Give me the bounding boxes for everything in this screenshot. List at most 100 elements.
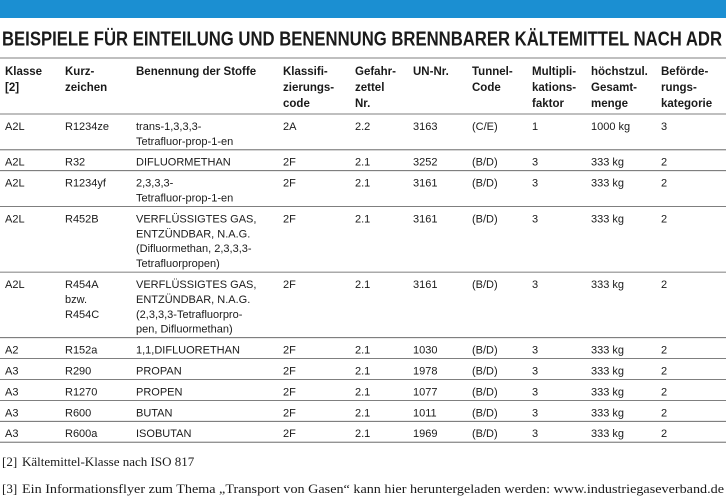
header-cell: Tunnel- [472, 66, 513, 78]
table-cell: R600 [65, 407, 91, 419]
table-cell: 2F [283, 428, 296, 440]
table-cell: (B/D) [472, 428, 498, 440]
table-cell: 2 [661, 178, 667, 190]
footnote-label: [3] [2, 481, 17, 496]
table-cell: R290 [65, 366, 91, 378]
table-cell: 3252 [413, 157, 437, 169]
footnote-text: Ein Informationsflyer zum Thema „Transpo… [22, 481, 724, 496]
header-cell: rungs- [661, 82, 697, 94]
header-cell: Gefahr- [355, 66, 396, 78]
header-cell: UN-Nr. [413, 66, 449, 78]
table-cell: DIFLUORMETHAN [136, 157, 231, 169]
table-cell: 1 [532, 121, 538, 133]
table-cell: (B/D) [472, 386, 498, 398]
table-cell: 1,1,DIFLUORETHAN [136, 345, 240, 357]
title: BEISPIELE FÜR EINTEILUNG UND BENENNUNG B… [2, 27, 722, 50]
table-cell: 3163 [413, 121, 437, 133]
table-cell: 333 kg [591, 157, 624, 169]
table-cell: 2.1 [355, 157, 370, 169]
table-cell: 333 kg [591, 213, 624, 225]
table-cell: Tetrafluor-prop-1-en [136, 136, 233, 148]
table-cell: bzw. [65, 294, 87, 306]
table-cell: A2L [5, 121, 25, 133]
table-cell: 1011 [413, 407, 437, 419]
header-cell: Gesamt- [591, 82, 637, 94]
table-cell: R454A [65, 279, 99, 291]
table-cell: 2A [283, 121, 297, 133]
header-cell: menge [591, 98, 628, 110]
table-cell: PROPEN [136, 386, 183, 398]
table-cell: R1234yf [65, 178, 107, 190]
table-cell: 2.1 [355, 178, 370, 190]
table-cell: 3 [532, 366, 538, 378]
table-cell: 2 [661, 345, 667, 357]
table-cell: 3 [532, 407, 538, 419]
table-cell: 2 [661, 213, 667, 225]
table-cell: 2F [283, 279, 296, 291]
table-cell: 2 [661, 386, 667, 398]
table-cell: 3 [532, 428, 538, 440]
table-cell: R32 [65, 157, 85, 169]
table-cell: (B/D) [472, 279, 498, 291]
header-cell: Multipli- [532, 66, 576, 78]
header-cell: kations- [532, 82, 576, 94]
table-cell: 333 kg [591, 366, 624, 378]
header-cell: zierungs- [283, 82, 334, 94]
table-cell: (B/D) [472, 366, 498, 378]
table-cell: 2 [661, 366, 667, 378]
header-cell: Beförde- [661, 66, 708, 78]
table-cell: 3 [532, 386, 538, 398]
table-cell: 2.2 [355, 121, 370, 133]
table-cell: 2 [661, 157, 667, 169]
header-cell: Code [472, 82, 501, 94]
table-cell: 2F [283, 386, 296, 398]
table-cell: trans-1,3,3,3- [136, 121, 202, 133]
table-cell: R452B [65, 213, 99, 225]
table-cell: A3 [5, 428, 18, 440]
header-cell: kategorie [661, 98, 712, 110]
table-cell: 3 [532, 345, 538, 357]
table-cell: 2 [661, 428, 667, 440]
table-cell: 3161 [413, 178, 437, 190]
table-cell: R454C [65, 309, 99, 321]
table-cell: (C/E) [472, 121, 498, 133]
table-cell: 3 [532, 157, 538, 169]
footnote-text: Kältemittel-Klasse nach ISO 817 [22, 454, 195, 469]
header-cell: faktor [532, 98, 564, 110]
table-cell: (2,3,3,3-Tetrafluorpro- [136, 309, 243, 321]
header-cell: zeichen [65, 82, 107, 94]
table-cell: Tetrafluorpropen) [136, 258, 220, 270]
header-cell: Nr. [355, 98, 370, 110]
table-cell: 2.1 [355, 366, 370, 378]
header-cell: Benennung der Stoffe [136, 66, 256, 78]
table-cell: R1270 [65, 386, 97, 398]
table-cell: 2.1 [355, 345, 370, 357]
table-cell: 2 [661, 279, 667, 291]
table-cell: ENTZÜNDBAR, N.A.G. [136, 294, 250, 306]
table-cell: R1234ze [65, 121, 109, 133]
table-cell: 1077 [413, 386, 437, 398]
table-cell: 2F [283, 366, 296, 378]
table-cell: 2,3,3,3- [136, 178, 174, 190]
table-cell: 333 kg [591, 279, 624, 291]
header-cell: [2] [5, 82, 19, 94]
table-cell: 333 kg [591, 386, 624, 398]
table-cell: BUTAN [136, 407, 173, 419]
table-cell: A3 [5, 407, 18, 419]
table-cell: 3161 [413, 279, 437, 291]
header-cell: höchstzul. [591, 66, 648, 78]
table-cell: R600a [65, 428, 98, 440]
table-cell: 333 kg [591, 428, 624, 440]
table-cell: A2 [5, 345, 18, 357]
table-cell: 3 [532, 178, 538, 190]
table-cell: VERFLÜSSIGTES GAS, [136, 213, 256, 225]
table-cell: 3 [532, 279, 538, 291]
table-cell: 2F [283, 407, 296, 419]
table-cell: Tetrafluor-prop-1-en [136, 193, 233, 205]
table-cell: 3 [661, 121, 667, 133]
table-cell: 2.1 [355, 428, 370, 440]
table-cell: 2.1 [355, 213, 370, 225]
table-cell: 2.1 [355, 279, 370, 291]
table-cell: (B/D) [472, 178, 498, 190]
